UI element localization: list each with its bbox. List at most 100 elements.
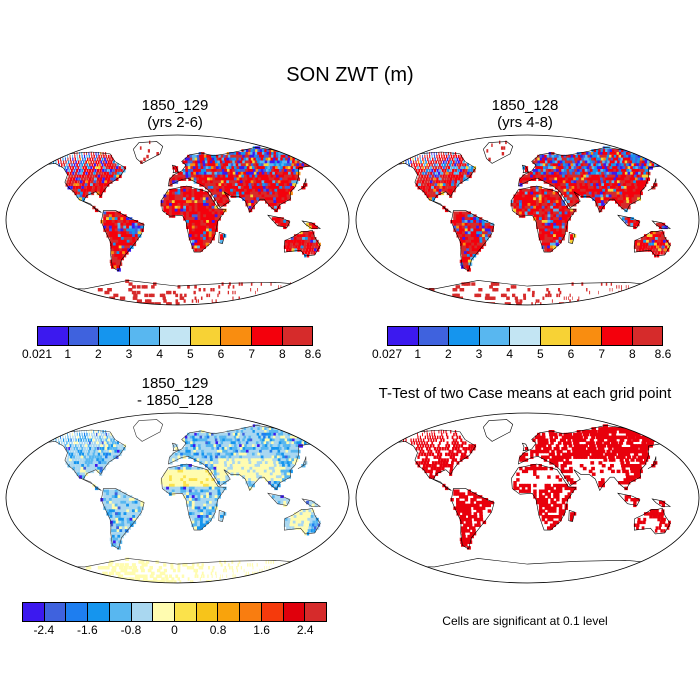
panel-2-title: 1850_128 (yrs 4-8) — [420, 97, 630, 131]
coastline-greenland — [133, 141, 164, 164]
coastline-new-zealand — [676, 530, 691, 542]
coastline-britain — [521, 442, 529, 452]
colorbar-tick-label: -0.8 — [120, 623, 142, 637]
colorbar-difference-labels: -2.4 -1.6 -0.8 0 0.8 1.6 2.4 — [22, 623, 327, 637]
colorbar-box — [601, 327, 633, 345]
coastline-south-america — [450, 488, 495, 550]
colorbar-box — [479, 327, 511, 345]
coastline-africa — [161, 463, 227, 531]
significance-note: Cells are significant at 0.1 level — [442, 614, 608, 628]
map-border — [5, 134, 350, 306]
map-border — [355, 134, 700, 306]
coastline-eurasia — [167, 146, 323, 214]
colorbar-tick-label: 3 — [475, 347, 483, 361]
coastline-new-zealand — [676, 252, 691, 264]
colorbar-tick-label: 1 — [64, 347, 71, 361]
colorbar-box — [129, 327, 161, 345]
colorbar-tick-label: 0.027 — [371, 347, 403, 361]
panel-2-title-line-2: (yrs 4-8) — [497, 114, 553, 131]
colorbar-box — [571, 327, 602, 345]
panel-4-title: T-Test of two Case means at each grid po… — [355, 385, 695, 402]
panel-1-title-line-1: 1850_129 — [141, 97, 209, 114]
colorbar-box — [88, 603, 110, 621]
coastline-indonesia — [617, 492, 641, 506]
colorbar-box — [221, 327, 252, 345]
coastline-new-guinea — [301, 220, 322, 229]
colorbar-box — [305, 603, 327, 621]
colorbar-box — [153, 603, 176, 621]
coastline-antarctica — [36, 558, 321, 583]
coastline-indonesia — [617, 214, 641, 228]
coastline-antarctica — [36, 280, 321, 305]
colorbar-1850-128-labels: 0.027 1 2 3 4 5 6 7 8 8.6 — [372, 347, 671, 361]
colorbar-tick-label: 8.6 — [654, 347, 672, 361]
coastline-south-america — [100, 488, 145, 550]
colorbar-box — [131, 603, 154, 621]
coastline-australia — [284, 508, 321, 535]
map-panel-difference — [5, 412, 350, 584]
coastline-eurasia — [517, 146, 673, 214]
coastline-north-america — [40, 429, 127, 491]
map-land-cells — [36, 424, 340, 583]
colorbar-tick-label: 3 — [125, 347, 133, 361]
coastline-africa — [511, 185, 577, 253]
colorbar-box — [66, 603, 89, 621]
colorbar-box — [44, 603, 67, 621]
colorbar-tick-label: 4 — [156, 347, 163, 361]
coastline-north-america — [390, 429, 477, 491]
coastline-new-zealand — [326, 252, 341, 264]
coastline-north-america — [390, 151, 477, 213]
colorbar-tick-label: 0.021 — [21, 347, 53, 361]
coastline-britain — [171, 442, 179, 452]
colorbar-tick-label: 5 — [536, 347, 544, 361]
colorbar-tick-label: 1.6 — [253, 623, 270, 637]
colorbar-box — [68, 327, 100, 345]
colorbar-box — [282, 327, 313, 345]
coastline-japan — [647, 456, 657, 469]
colorbar-difference — [22, 602, 327, 622]
coastline-greenland — [483, 141, 514, 164]
colorbar-tick-label: 1 — [414, 347, 421, 361]
panel-1-title-line-2: (yrs 2-6) — [147, 114, 203, 131]
map-land-cells — [393, 424, 687, 550]
colorbar-box — [240, 603, 262, 621]
coastline-indonesia — [267, 492, 291, 506]
colorbar-box — [251, 327, 283, 345]
coastline-africa — [511, 463, 577, 531]
coastline-madagascar — [218, 509, 226, 522]
colorbar-box — [283, 603, 306, 621]
colorbar-box — [175, 603, 197, 621]
coastline-south-america — [100, 210, 145, 272]
map-land-cells — [43, 140, 340, 305]
colorbar-box — [449, 327, 480, 345]
coastline-australia — [634, 230, 671, 257]
colorbar-box — [388, 327, 419, 345]
coastline-madagascar — [568, 231, 576, 244]
colorbar-box — [510, 327, 541, 345]
colorbar-tick-label: 8 — [628, 347, 636, 361]
map-border — [5, 412, 350, 584]
colorbar-1850-128 — [387, 326, 663, 346]
map-land-cells — [389, 140, 690, 305]
coastline-new-guinea — [651, 220, 672, 229]
colorbar-tick-label: 2 — [94, 347, 102, 361]
panel-4-title-line-1: T-Test of two Case means at each grid po… — [378, 385, 672, 402]
colorbar-box — [632, 327, 663, 345]
map-panel-ttest — [355, 412, 700, 584]
colorbar-tick-label: 8 — [278, 347, 286, 361]
coastline-antarctica — [386, 280, 671, 305]
coastline-britain — [521, 164, 529, 174]
colorbar-box — [540, 327, 572, 345]
coastline-australia — [634, 508, 671, 535]
colorbar-tick-label: 4 — [506, 347, 513, 361]
coastline-japan — [297, 456, 307, 469]
coastline-britain — [171, 164, 179, 174]
map-panel-1850-128 — [355, 134, 700, 306]
coastline-eurasia — [517, 424, 673, 492]
coastline-greenland — [133, 419, 164, 442]
colorbar-tick-label: 2 — [444, 347, 452, 361]
colorbar-tick-label: 5 — [186, 347, 194, 361]
panel-3-title-line-2: - 1850_128 — [137, 392, 213, 409]
colorbar-tick-label: 0.8 — [209, 623, 227, 637]
map-panel-1850-129 — [5, 134, 350, 306]
